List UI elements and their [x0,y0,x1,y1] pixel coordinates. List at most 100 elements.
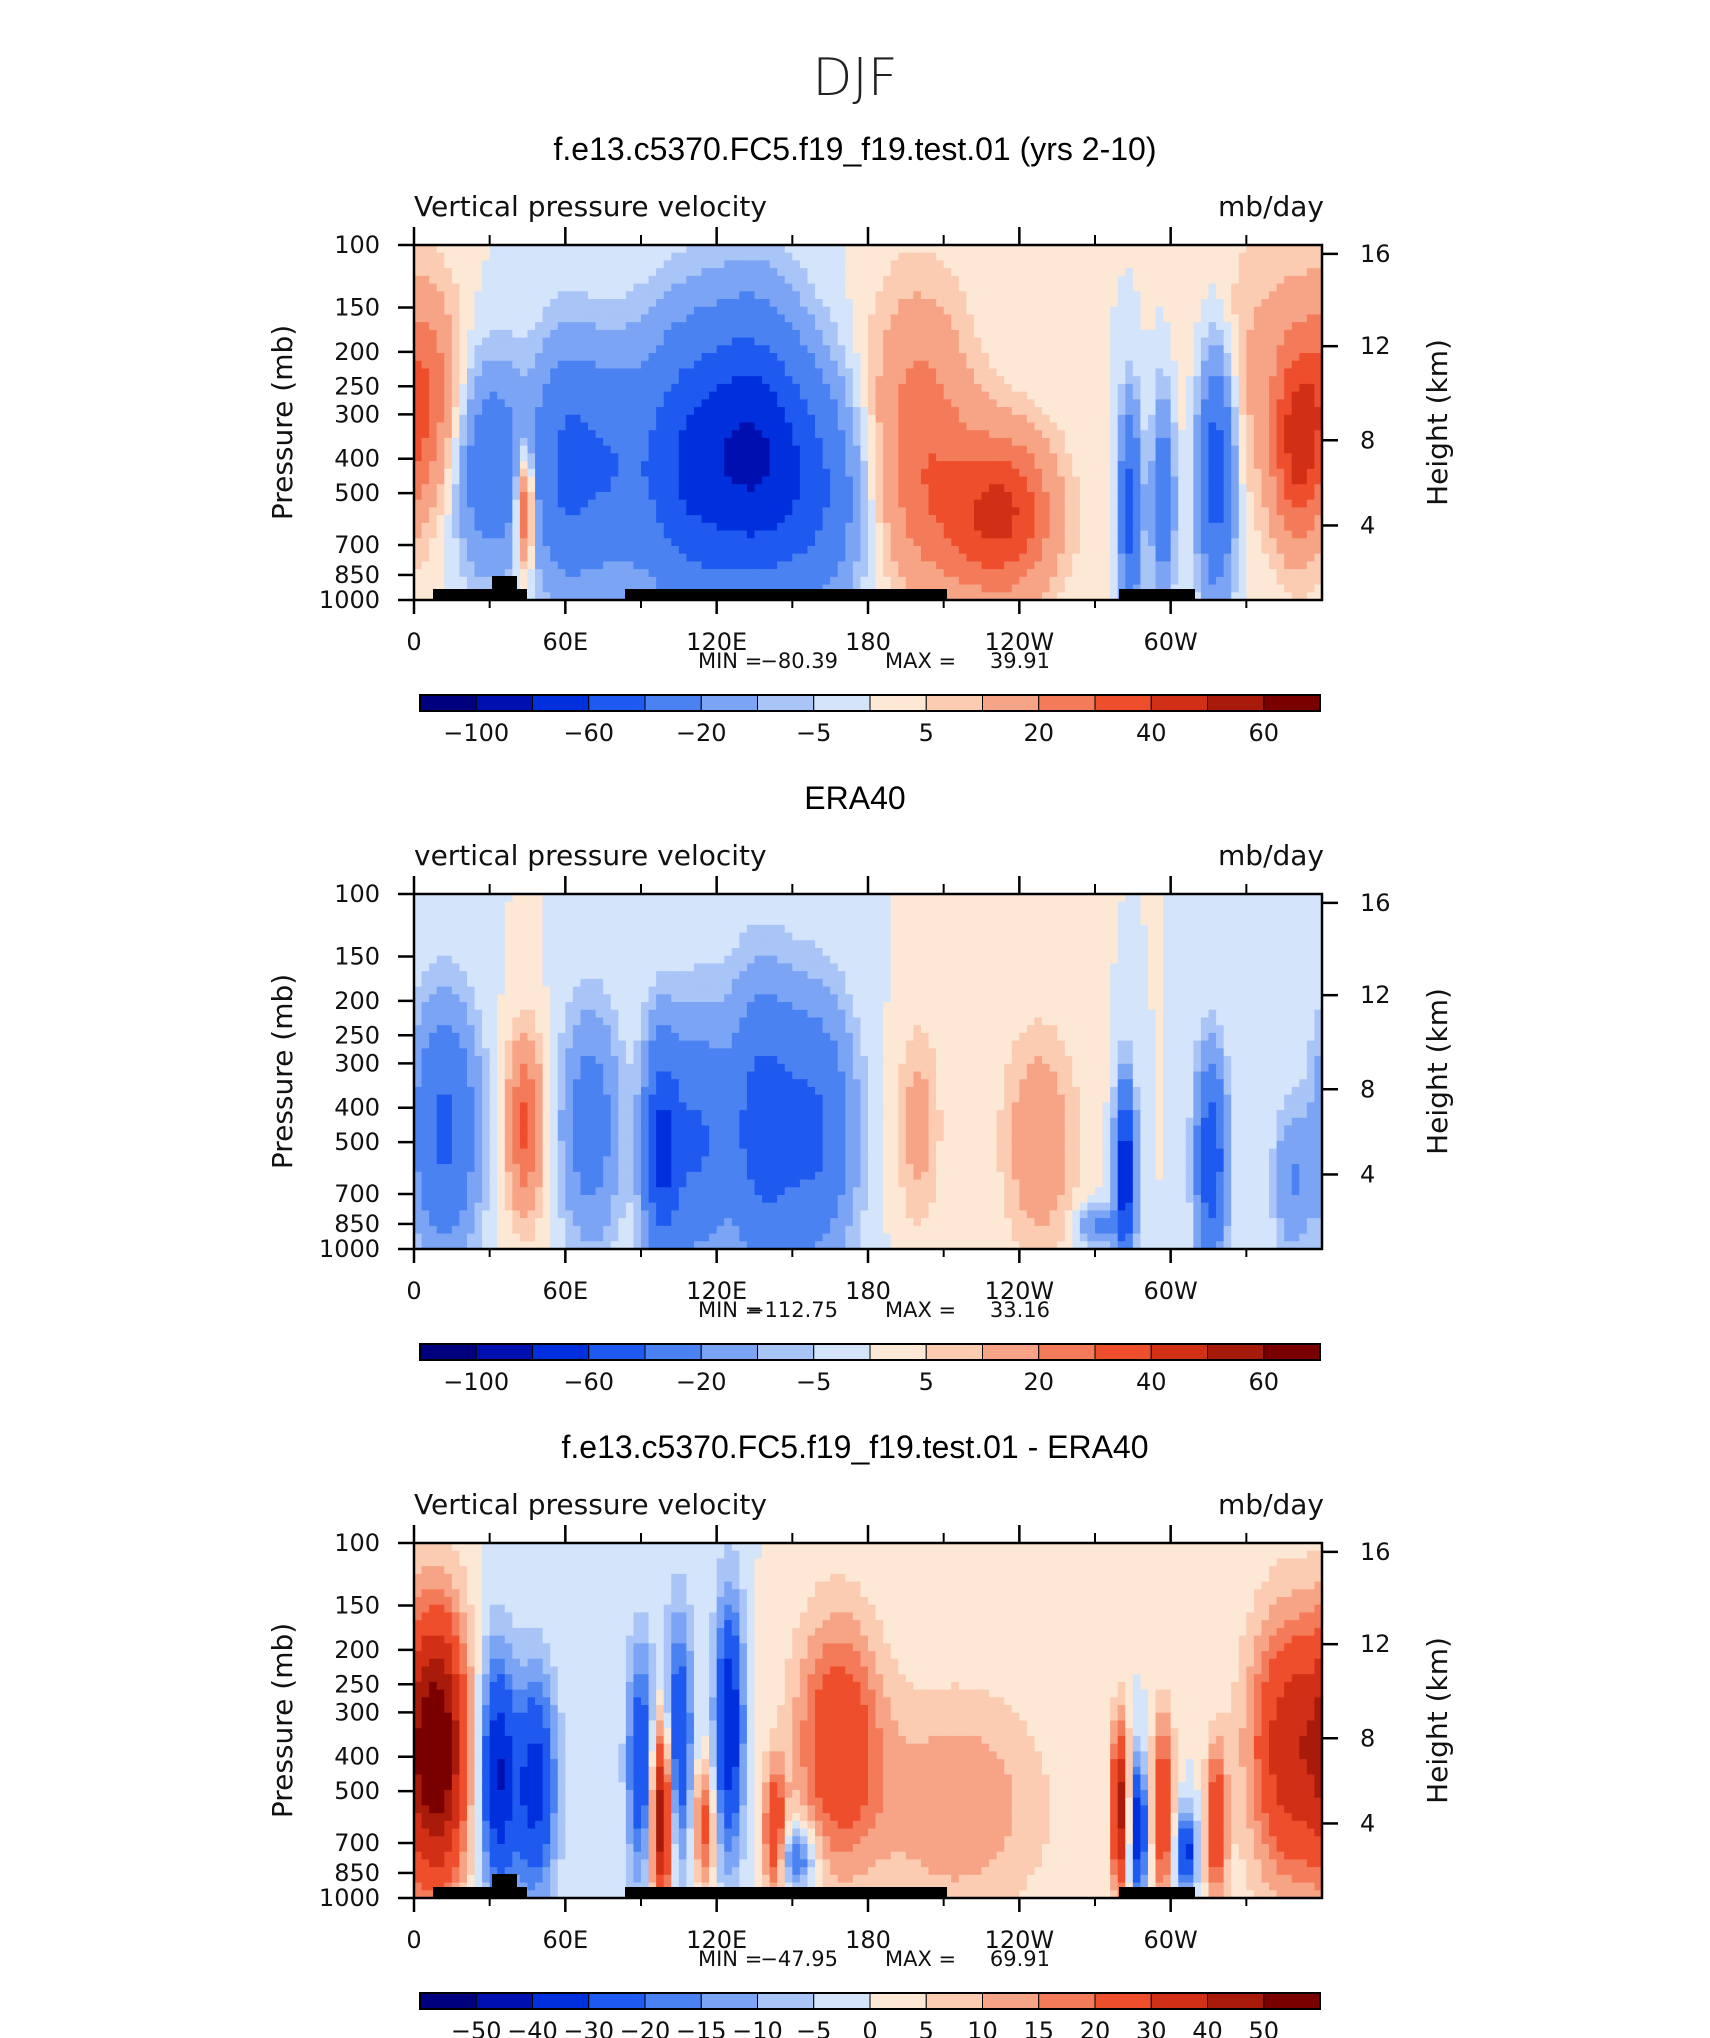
contour-cell [1095,291,1104,300]
contour-cell [830,499,839,508]
contour-cell [1042,422,1051,431]
contour-cell [1238,368,1247,377]
contour-cell [497,275,506,285]
contour-cell [572,345,582,354]
contour-cell [1042,360,1051,370]
contour-cell [958,260,967,269]
contour-cell [1087,538,1096,547]
contour-cell [1011,260,1020,269]
contour-cell [731,391,740,400]
contour-cell [625,353,635,362]
contour-cell [1110,383,1119,393]
contour-cell [466,376,476,385]
contour-cell [966,391,975,400]
contour-cell [792,491,801,501]
contour-cell [837,468,846,478]
contour-cell [724,245,733,254]
contour-cell [474,245,483,254]
contour-cell [542,329,551,339]
contour-cell [1284,291,1293,300]
contour-cell [989,283,998,292]
contour-cell [1102,345,1111,354]
contour-cell [996,360,1005,370]
contour-cell [451,399,460,408]
contour-cell [1057,345,1066,354]
contour-cell [1208,437,1217,447]
contour-cell [898,383,907,393]
contour-cell [1306,391,1316,400]
contour-cell [1238,553,1247,563]
contour-cell [898,515,907,524]
contour-cell [868,545,877,555]
contour-cell [746,368,756,377]
contour-cell [905,530,914,539]
contour-cell [1140,499,1149,508]
contour-cell [489,252,498,262]
contour-cell [656,538,665,547]
contour-cell [973,337,983,346]
contour-cell [482,383,491,393]
contour-cell [678,476,687,485]
contour-cell [1064,461,1073,470]
contour-cell [746,407,756,416]
contour-cell [996,268,1005,277]
contour-cell [716,445,725,454]
contour-cell [1231,430,1240,439]
contour-cell [890,491,899,501]
contour-cell [739,306,748,316]
contour-cell [1170,468,1179,478]
contour-cell [466,545,476,555]
contour-cell [580,306,589,316]
contour-cell [693,476,703,485]
contour-cell [852,499,862,508]
contour-cell [951,461,960,470]
contour-cell [731,545,740,555]
contour-cell [1064,329,1073,339]
contour-cell [1034,515,1043,524]
contour-cell [958,337,967,346]
contour-cell [724,345,733,354]
contour-cell [1132,453,1141,462]
contour-cell [466,399,476,408]
contour-cell [1155,461,1164,470]
contour-cell [1079,283,1089,292]
contour-cell [1291,345,1300,354]
contour-cell [595,499,604,508]
contour-cell [1147,445,1157,454]
contour-cell [497,283,506,292]
contour-cell [1261,314,1270,323]
contour-cell [936,299,945,308]
contour-cell [1261,437,1270,447]
contour-cell [1072,515,1081,524]
contour-cell [625,306,635,316]
contour-cell [1178,376,1187,385]
contour-cell [1284,353,1293,362]
contour-cell [883,422,892,431]
contour-cell [973,414,983,424]
contour-cell [1102,306,1111,316]
contour-cell [1269,314,1278,323]
contour-cell [739,484,748,493]
contour-cell [1140,368,1149,377]
contour-cell [973,461,983,470]
contour-cell [1004,260,1013,269]
contour-cell [815,445,824,454]
contour-cell [1095,329,1104,339]
contour-cell [1291,391,1300,400]
contour-cell [815,468,824,478]
contour-cell [769,561,778,570]
contour-cell [444,268,453,277]
contour-cell [799,445,809,454]
contour-cell [1087,268,1096,277]
contour-cell [1306,414,1316,424]
contour-cell [716,491,725,501]
contour-cell [625,399,635,408]
contour-cell [444,275,453,285]
contour-cell [686,484,695,493]
contour-cell [1034,376,1043,385]
contour-cell [595,468,604,478]
contour-cell [1026,337,1036,346]
contour-cell [663,507,672,516]
contour-cell [890,499,899,508]
contour-cell [671,422,680,431]
